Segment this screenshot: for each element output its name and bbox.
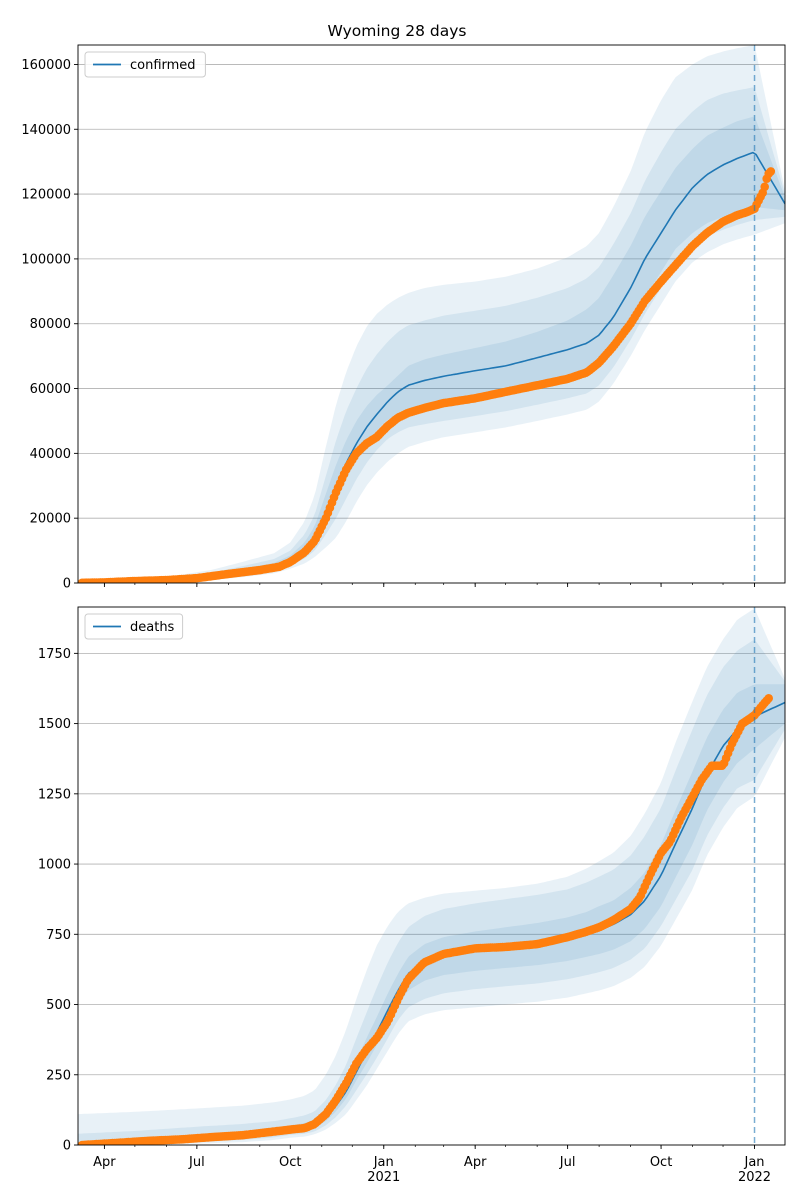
plot-area (78, 609, 785, 1145)
y-tick-label: 140000 (21, 123, 71, 138)
deaths-panel: 0 250 500 750 1000 1250 1500 1750 Apr Jul Oct Jan 20… (38, 606, 786, 1185)
y-tick-label: 80000 (30, 317, 71, 332)
y-tick-label: 500 (46, 998, 71, 1013)
confidence-band (78, 684, 785, 1145)
chart-title: Wyoming 28 days (328, 22, 467, 40)
observed-point (760, 182, 769, 192)
y-tick-label: 1750 (38, 647, 71, 662)
y-tick-label: 0 (63, 577, 71, 592)
x-tick-label: Jul (188, 1155, 205, 1170)
x-tick-label: Jan 2022 (738, 1155, 771, 1185)
legend: deaths (84, 613, 184, 640)
confidence-band (78, 609, 785, 1145)
legend-label: confirmed (130, 58, 196, 73)
y-tick-label: 100000 (21, 252, 71, 267)
y-tick-label: 250 (46, 1068, 71, 1083)
x-tick-label: Oct (279, 1155, 301, 1170)
axes-frame (77, 44, 786, 584)
x-tick-label: Jul (559, 1155, 576, 1170)
y-tick-label: 160000 (21, 58, 71, 73)
confidence-band (78, 116, 785, 583)
axes-frame (77, 606, 786, 1146)
observed-point (766, 167, 776, 176)
legend-label: deaths (130, 620, 175, 635)
confidence-band (78, 45, 785, 583)
y-tick-label: 40000 (30, 447, 71, 462)
x-tick-label: Oct (650, 1155, 672, 1170)
y-tick-label: 1500 (38, 717, 71, 732)
legend-box (84, 613, 184, 640)
legend: confirmed (84, 51, 206, 78)
x-tick-label: Apr (93, 1155, 116, 1170)
y-tick-label: 0 (63, 1139, 71, 1154)
y-tick-label: 1000 (38, 858, 71, 873)
y-tick-label: 120000 (21, 188, 71, 203)
confirmed-panel: 0 20000 40000 60000 80000 100000 120000 140000 1… (21, 44, 786, 592)
observed-point (764, 694, 773, 703)
x-tick-label: Jan 2021 (367, 1155, 400, 1185)
y-tick-label: 750 (46, 928, 71, 943)
confidence-band (78, 87, 785, 583)
y-tick-label: 20000 (30, 512, 71, 527)
plot-area (78, 45, 785, 583)
y-tick-label: 60000 (30, 382, 71, 397)
legend-box (84, 51, 206, 78)
y-tick-label: 1250 (38, 787, 71, 802)
x-tick-label: Apr (464, 1155, 487, 1170)
